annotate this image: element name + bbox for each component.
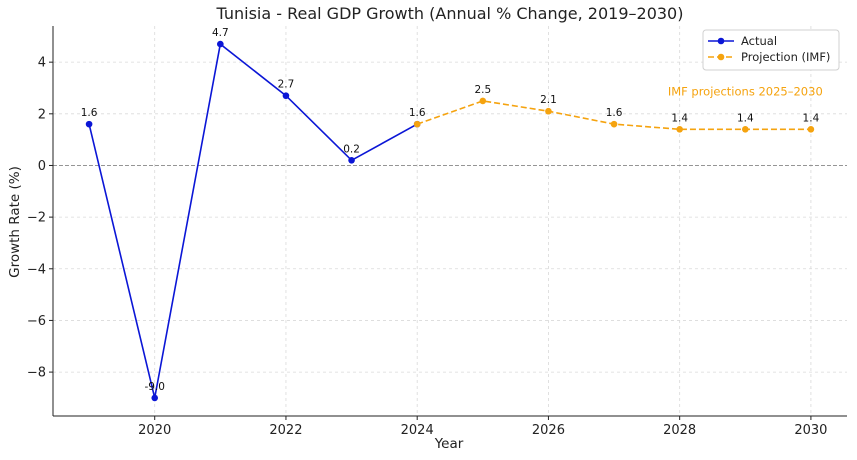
y-tick-label: −6: [27, 314, 46, 329]
y-tick-label: −4: [27, 262, 46, 277]
legend: Actual Projection (IMF): [702, 29, 840, 71]
x-axis-title: Year: [434, 436, 464, 452]
actual-point: [348, 157, 355, 164]
data-label: 0.2: [343, 143, 360, 155]
data-label: 1.6: [606, 107, 623, 119]
legend-label: Projection (IMF): [741, 50, 830, 64]
y-axis-title: Growth Rate (%): [7, 166, 23, 278]
legend-box: [702, 29, 840, 71]
projection-point: [676, 126, 683, 133]
legend-swatch-marker: [717, 53, 725, 61]
actual-series-line: [88, 42, 418, 399]
projection-point: [479, 97, 487, 105]
projection-point: [610, 120, 618, 128]
tick-labels: 2020 2022 2024 2026 2028 2030 −8 −6 −4 −2 0 2 4: [27, 56, 828, 438]
data-label: 1.4: [737, 112, 754, 124]
data-label: 1.4: [803, 112, 820, 124]
projection-point: [807, 126, 815, 133]
data-label: 1.6: [409, 107, 426, 119]
data-label: 1.4: [671, 112, 688, 124]
x-tick-label: 2028: [663, 423, 696, 438]
data-label: 4.7: [212, 27, 229, 39]
x-tick-label: 2020: [138, 423, 171, 438]
x-tick-label: 2030: [794, 423, 827, 438]
x-tick-label: 2022: [269, 423, 302, 438]
legend-label: Actual: [741, 34, 777, 48]
actual-point: [151, 394, 159, 402]
x-tick-label: 2024: [401, 423, 434, 438]
data-label: -9.0: [144, 381, 165, 393]
data-label: 2.1: [540, 94, 557, 106]
chart-title: Tunisia - Real GDP Growth (Annual % Chan…: [216, 4, 684, 23]
data-labels: 1.6 -9.0 4.7 2.7 0.2 1.6 2.5 2.1 1.6 1.4 1.4 1.4: [81, 27, 820, 393]
y-tick-label: 2: [38, 107, 46, 122]
projection-point: [741, 126, 749, 133]
actual-point: [85, 120, 93, 128]
y-tick-label: 0: [38, 159, 46, 174]
actual-point: [282, 92, 290, 100]
projection-point: [413, 120, 421, 128]
x-tick-label: 2026: [532, 423, 565, 438]
data-label: 2.7: [278, 79, 295, 91]
data-label: 1.6: [81, 107, 98, 119]
y-tick-label: −8: [27, 366, 46, 381]
axes: [52, 26, 847, 417]
projection-point: [545, 107, 552, 115]
y-tick-label: 4: [38, 56, 46, 71]
series: [85, 40, 815, 402]
data-label: 2.5: [474, 84, 491, 96]
actual-point: [217, 40, 224, 48]
y-tick-label: −2: [27, 211, 46, 226]
projection-annotation: IMF projections 2025–2030: [668, 85, 823, 99]
legend-swatch-marker: [717, 37, 725, 45]
